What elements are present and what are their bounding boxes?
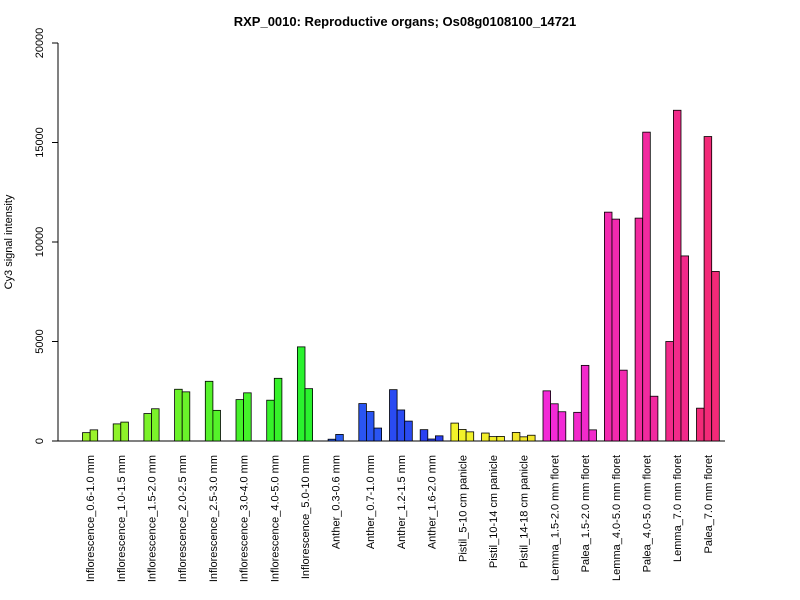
bar xyxy=(465,431,475,442)
y-axis: 0 5000 10000 15000 20000 xyxy=(34,28,59,444)
bar xyxy=(496,436,505,442)
bar xyxy=(204,380,214,442)
bar xyxy=(82,432,91,442)
bar xyxy=(327,438,337,442)
bar xyxy=(649,395,659,442)
x-tick-label: Pistil_10-14 cm panicle xyxy=(488,455,500,568)
y-tick-label: 10000 xyxy=(34,227,46,258)
bar xyxy=(120,421,129,442)
x-tick-label: Pistil_5-10 cm panicle xyxy=(457,455,469,562)
x-tick-label: Inflorescence_2.5-3.0 mm xyxy=(208,455,220,582)
x-tick-label: Palea_7.0 mm floret xyxy=(703,455,715,553)
x-tick-label: Anther_0.7-1.0 mm xyxy=(365,455,377,549)
x-tick-label: Anther_0.3-0.6 mm xyxy=(331,455,343,549)
bar xyxy=(573,411,582,442)
bar xyxy=(419,429,429,442)
bar xyxy=(396,409,406,442)
bar xyxy=(389,389,398,442)
bar xyxy=(703,136,713,442)
x-tick-label: Palea_4.0-5.0 mm floret xyxy=(642,455,654,572)
bar xyxy=(481,432,490,442)
x-tick-label: Lemma_4.0-5.0 mm floret xyxy=(611,455,623,581)
bar xyxy=(673,109,682,442)
bar xyxy=(112,423,122,442)
bar xyxy=(550,403,559,442)
y-tick-label: 5000 xyxy=(34,329,46,353)
bar xyxy=(696,407,705,442)
bar xyxy=(151,408,160,442)
bar xyxy=(542,390,551,442)
bar xyxy=(604,211,613,442)
bar xyxy=(588,429,597,442)
bar xyxy=(665,341,674,442)
bar xyxy=(404,420,413,442)
x-tick-label: Inflorescence_1.5-2.0 mm xyxy=(147,455,159,582)
x-tick-label: Anther_1.2-1.5 mm xyxy=(396,455,408,549)
bar xyxy=(511,432,521,442)
bar xyxy=(642,131,651,442)
y-axis-label: Cy3 signal intensity xyxy=(3,194,15,289)
bar xyxy=(619,369,628,442)
bar xyxy=(143,413,152,442)
bar xyxy=(358,403,367,442)
bar xyxy=(450,422,459,442)
x-tick-label: Inflorescence_1.0-1.5 mm xyxy=(116,455,128,582)
y-tick-label: 15000 xyxy=(34,127,46,158)
bar xyxy=(711,271,720,442)
x-tick-label: Palea_1.5-2.0 mm floret xyxy=(580,455,592,572)
bar xyxy=(488,436,498,442)
bar xyxy=(296,346,306,442)
y-tick-label: 20000 xyxy=(34,28,46,59)
y-tick-label: 0 xyxy=(34,438,46,444)
x-tick-label: Lemma_7.0 mm floret xyxy=(672,455,684,562)
x-tick-label: Inflorescence_0.6-1.0 mm xyxy=(85,455,97,582)
bar xyxy=(427,438,436,442)
bar xyxy=(243,392,252,442)
category-labels: Inflorescence_0.6-1.0 mm Inflorescence_1.… xyxy=(85,455,715,582)
bar xyxy=(365,411,375,442)
bar xyxy=(634,217,644,442)
bar xyxy=(266,399,275,442)
x-tick-label: Inflorescence_4.0-5.0 mm xyxy=(269,455,281,582)
bar xyxy=(273,377,283,442)
bar xyxy=(373,427,382,442)
x-tick-label: Inflorescence_3.0-4.0 mm xyxy=(239,455,251,582)
bar xyxy=(181,391,191,442)
x-tick-label: Anther_1.6-2.0 mm xyxy=(427,455,439,549)
bars xyxy=(82,109,720,442)
bar xyxy=(304,388,313,442)
bar xyxy=(527,434,536,442)
bar xyxy=(680,255,689,442)
bar xyxy=(174,388,183,442)
bar xyxy=(580,364,590,442)
bar xyxy=(335,434,344,442)
bar xyxy=(89,429,99,442)
bar xyxy=(519,436,528,442)
x-tick-label: Inflorescence_2.0-2.5 mm xyxy=(177,455,189,582)
bar xyxy=(557,411,567,442)
chart-title: RXP_0010: Reproductive organs; Os08g0108… xyxy=(234,14,577,29)
bar xyxy=(235,399,244,442)
x-tick-label: Pistil_14-18 cm panicle xyxy=(519,455,531,568)
bar xyxy=(434,435,444,442)
x-tick-label: Inflorescence_5.0-10 mm xyxy=(300,455,312,579)
x-tick-label: Lemma_1.5-2.0 mm floret xyxy=(549,455,561,581)
bar xyxy=(458,429,467,442)
bar xyxy=(212,409,221,442)
bar xyxy=(611,218,620,442)
